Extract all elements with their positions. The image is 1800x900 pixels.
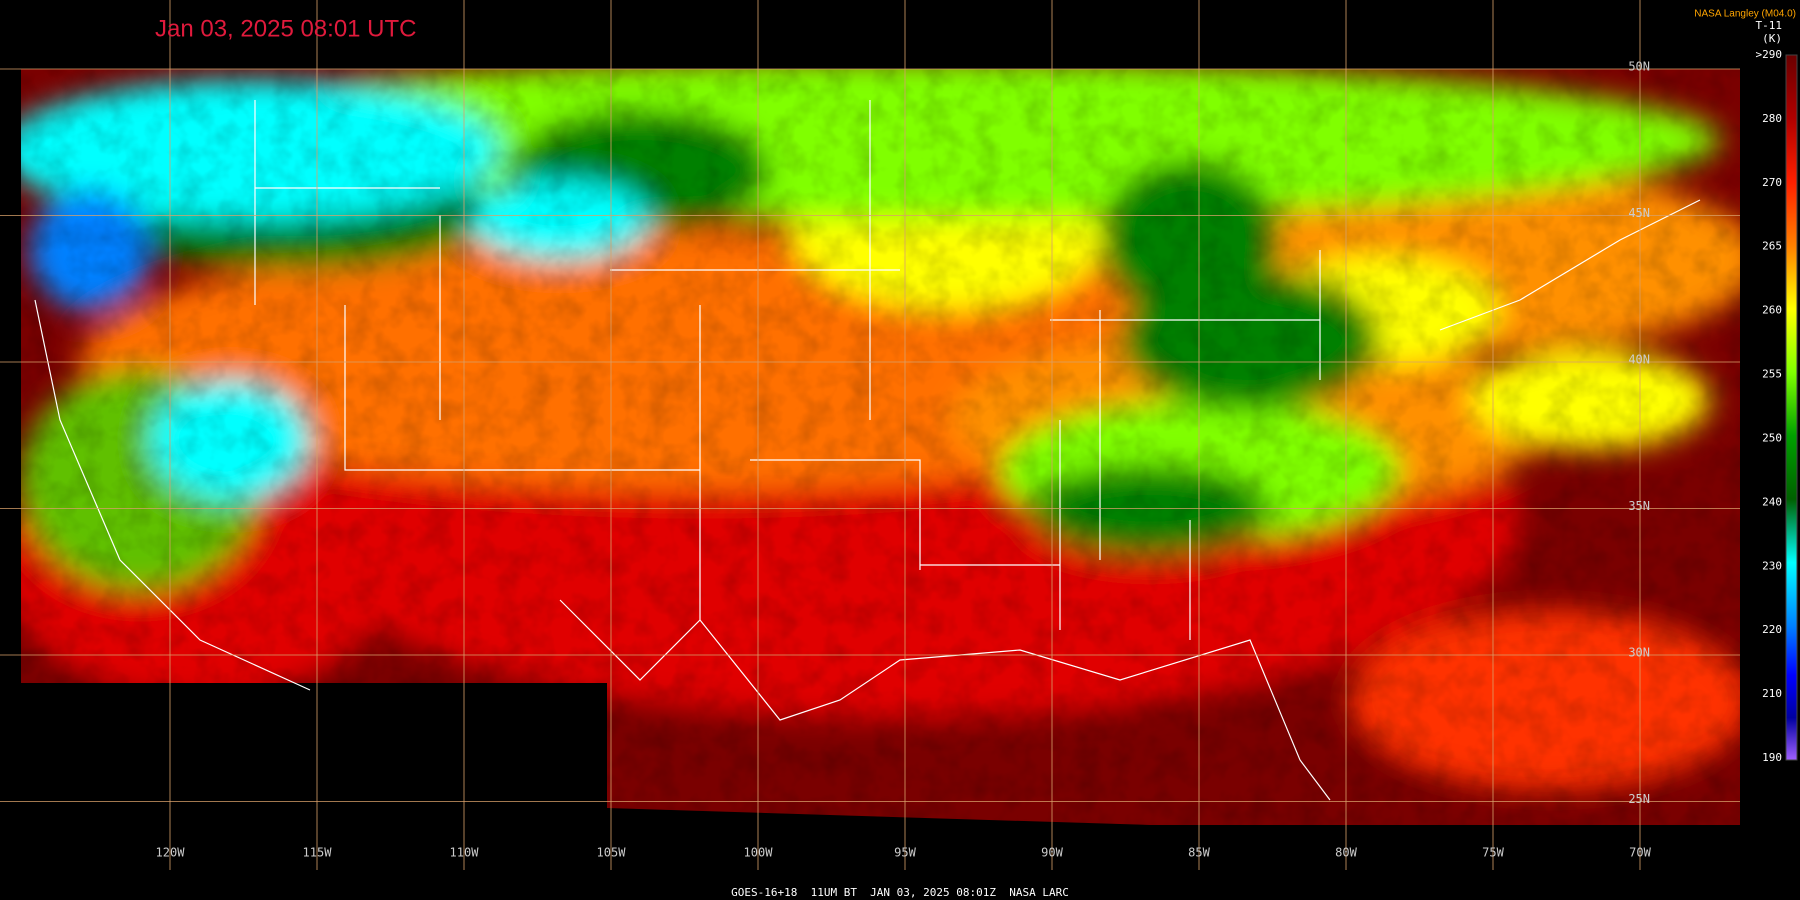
longitude-label: 75W — [1482, 846, 1504, 860]
longitude-label: 105W — [597, 846, 627, 860]
colorbar-label: >290 — [1756, 48, 1783, 61]
latitude-label: 30N — [1628, 646, 1650, 660]
colorbar-label: 220 — [1762, 623, 1782, 636]
colorbar-label: 270 — [1762, 176, 1782, 189]
colorbar-label: 265 — [1762, 240, 1782, 253]
longitude-label: 70W — [1629, 846, 1651, 860]
longitude-label: 120W — [156, 846, 186, 860]
footer: GOES-16+18 11UM BT JAN 03, 2025 08:01Z N… — [731, 886, 1069, 899]
latitude-label: 35N — [1628, 499, 1650, 513]
latitude-label: 45N — [1628, 206, 1650, 220]
colorbar-label: 230 — [1762, 559, 1782, 572]
longitude-label: 95W — [894, 846, 916, 860]
latitude-label: 25N — [1628, 792, 1650, 806]
latitude-label: 50N — [1628, 60, 1650, 74]
colorbar-label: 280 — [1762, 112, 1782, 125]
longitude-label: 80W — [1335, 846, 1357, 860]
colorbar-label: 190 — [1762, 751, 1782, 764]
boundaries — [34, 100, 1701, 801]
colorbar-unit: (K) — [1762, 32, 1782, 45]
graticule: 120W 115W 110W 105W 100W 95W 90W 85W 80W 75W 70W 50… — [0, 0, 1740, 870]
longitude-label: 85W — [1188, 846, 1210, 860]
colorbar-label: 250 — [1762, 431, 1782, 444]
colorbar-label: 240 — [1762, 495, 1782, 508]
colorbar-label: 255 — [1762, 368, 1782, 381]
colorbar-title: T-11 — [1756, 19, 1783, 32]
timestamp: Jan 03, 2025 08:01 UTC — [155, 15, 417, 42]
provider: NASA Langley (M04.0) — [1694, 9, 1796, 20]
colorbar-label: 210 — [1762, 687, 1782, 700]
longitude-label: 90W — [1041, 846, 1063, 860]
colorbar-label: 260 — [1762, 304, 1782, 317]
longitude-label: 110W — [450, 846, 480, 860]
latitude-label: 40N — [1628, 353, 1650, 367]
longitude-label: 115W — [303, 846, 333, 860]
colorbar — [1785, 54, 1798, 761]
colorbar-labels: >290 280 270 265 260 255 250 240 230 220 210 190 — [1756, 48, 1783, 764]
longitude-label: 100W — [744, 846, 774, 860]
